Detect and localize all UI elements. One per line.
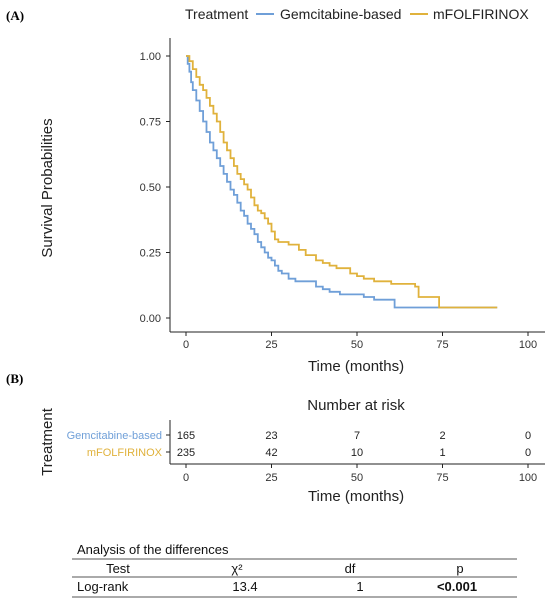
differences-header-df: df: [345, 561, 356, 576]
km-y-ticks: 0.00 0.25 0.50 0.75 1.00: [140, 51, 170, 325]
km-plot: 0.00 0.25 0.50 0.75 1.00 0 25 50 75 100 Time (mo…: [39, 38, 545, 375]
risk-table-x-ticks: 0 25 50 75 100: [183, 464, 537, 484]
legend-label-gemcitabine: Gemcitabine-based: [280, 6, 401, 22]
differences-cell-p: <0.001: [437, 579, 477, 594]
panel-b-label: (B): [6, 371, 23, 386]
risk-row-label: Gemcitabine-based: [67, 430, 162, 442]
km-y-tick-label: 0.25: [140, 248, 161, 260]
risk-table-x-label: Time (months): [308, 488, 404, 505]
risk-cell: 0: [525, 430, 531, 442]
km-curve-gemcitabine: [186, 55, 498, 309]
km-curve-mfolfirinox: [186, 55, 498, 309]
km-x-tick-label: 0: [183, 339, 189, 351]
risk-cell: 10: [351, 447, 363, 459]
legend: Treatment Gemcitabine-based mFOLFIRINOX: [185, 6, 529, 22]
risk-x-tick-label: 100: [519, 472, 537, 484]
differences-table-title: Analysis of the differences: [77, 542, 229, 557]
risk-x-tick-label: 50: [351, 472, 363, 484]
km-y-tick-label: 1.00: [140, 51, 161, 63]
risk-cell: 0: [525, 447, 531, 459]
differences-header-test: Test: [106, 561, 130, 576]
differences-header-chi2: χ²: [231, 561, 243, 576]
risk-table-rows: Gemcitabine-based 165 23 7 2 0 mFOLFIRINOX 235 4…: [67, 430, 531, 459]
differences-cell-df: 1: [356, 579, 363, 594]
legend-label-mfolfirinox: mFOLFIRINOX: [433, 6, 529, 22]
risk-x-tick-label: 25: [265, 472, 277, 484]
differences-cell-chi2: 13.4: [232, 579, 257, 594]
risk-cell: 2: [439, 430, 445, 442]
km-x-ticks: 0 25 50 75 100: [183, 332, 537, 351]
risk-table: Number at risk Treatment Gemcitabine-bas…: [39, 397, 545, 505]
risk-table-y-label: Treatment: [39, 407, 56, 476]
km-y-tick-label: 0.75: [140, 117, 161, 129]
km-y-tick-label: 0.50: [140, 182, 161, 194]
risk-table-title: Number at risk: [307, 397, 405, 414]
risk-cell: 23: [265, 430, 277, 442]
risk-cell: 165: [177, 430, 195, 442]
risk-cell: 235: [177, 447, 195, 459]
km-x-tick-label: 75: [436, 339, 448, 351]
legend-title: Treatment: [185, 6, 248, 22]
km-x-tick-label: 50: [351, 339, 363, 351]
differences-header-p: p: [456, 561, 463, 576]
km-x-axis-label: Time (months): [308, 358, 404, 375]
differences-cell-test: Log-rank: [77, 579, 129, 594]
risk-x-tick-label: 75: [436, 472, 448, 484]
km-y-axis-label: Survival Probabilities: [39, 118, 56, 257]
km-x-tick-label: 100: [519, 339, 537, 351]
km-curves: [186, 55, 498, 309]
km-x-tick-label: 25: [265, 339, 277, 351]
differences-table: Analysis of the differences Test χ² df p…: [72, 542, 517, 598]
risk-x-tick-label: 0: [183, 472, 189, 484]
risk-cell: 1: [439, 447, 445, 459]
risk-cell: 42: [265, 447, 277, 459]
risk-row-label: mFOLFIRINOX: [87, 447, 163, 459]
risk-cell: 7: [354, 430, 360, 442]
km-y-tick-label: 0.00: [140, 313, 161, 325]
panel-a-label: (A): [6, 8, 24, 23]
